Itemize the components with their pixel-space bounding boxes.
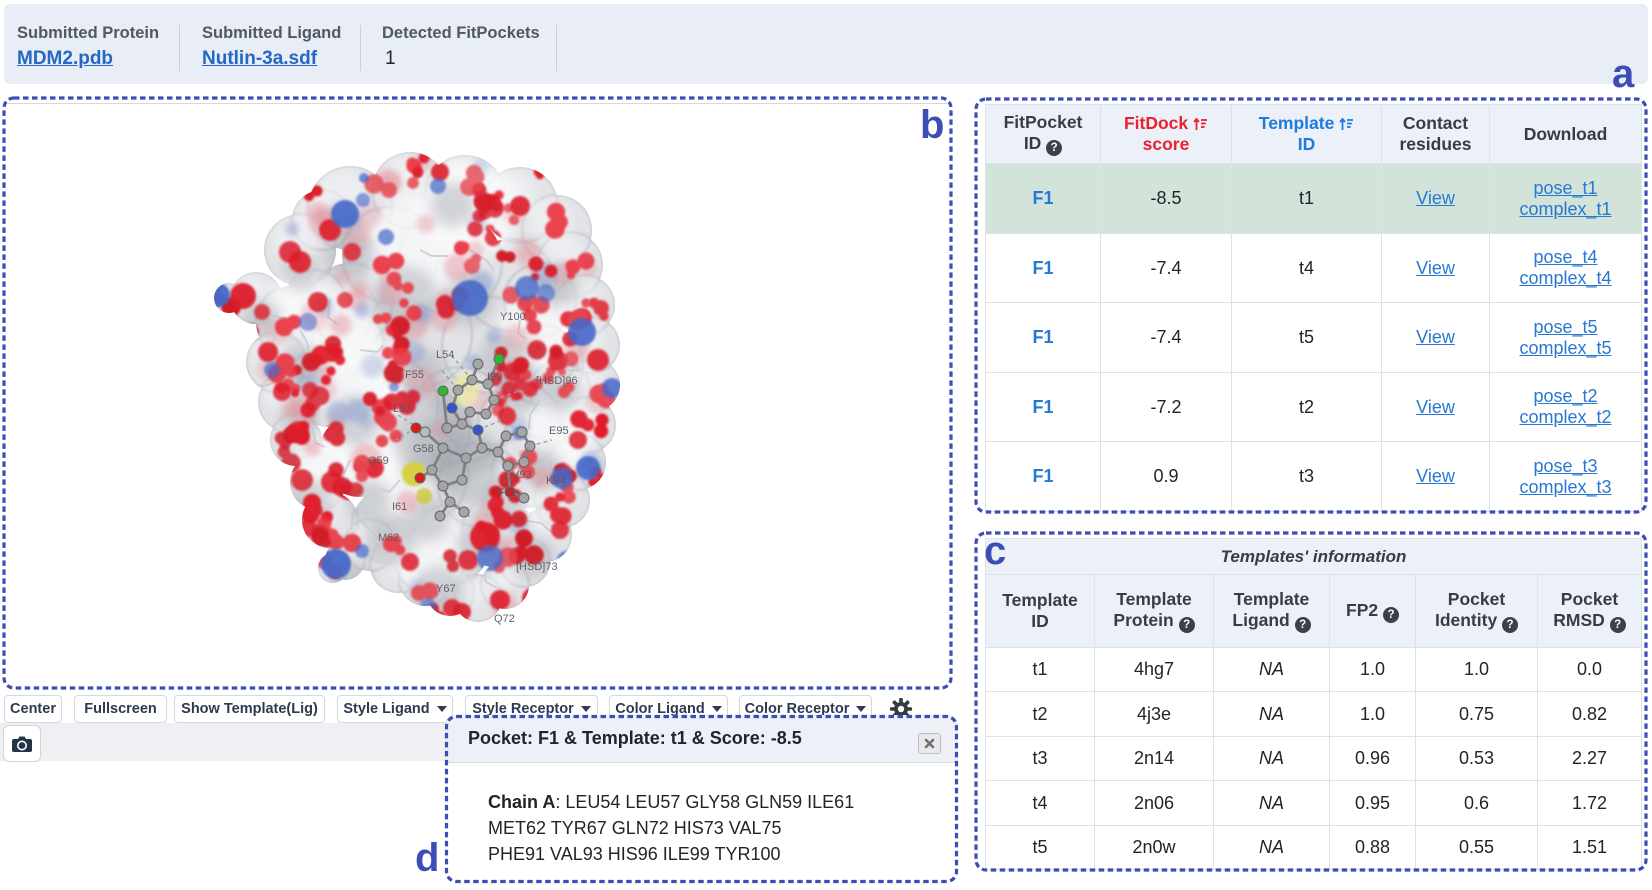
svg-text:E95: E95 <box>549 425 569 437</box>
svg-text:V93: V93 <box>512 469 532 481</box>
svg-text:K94: K94 <box>546 475 566 487</box>
svg-text:[HSD]96: [HSD]96 <box>536 375 578 387</box>
svg-text:I61: I61 <box>392 501 407 513</box>
svg-text:Y67: Y67 <box>436 583 456 595</box>
svg-text:Q72: Q72 <box>494 613 515 625</box>
svg-text:I99: I99 <box>487 371 502 383</box>
svg-text:L54: L54 <box>436 349 454 361</box>
svg-text:Q59: Q59 <box>368 455 389 467</box>
svg-text:G58: G58 <box>413 443 434 455</box>
svg-text:[HSD]73: [HSD]73 <box>516 561 558 573</box>
svg-text:L57: L57 <box>393 403 411 415</box>
svg-text:F55: F55 <box>405 369 424 381</box>
svg-text:Y100: Y100 <box>500 311 526 323</box>
svg-text:M62: M62 <box>378 532 399 544</box>
svg-text:F91: F91 <box>498 487 517 499</box>
